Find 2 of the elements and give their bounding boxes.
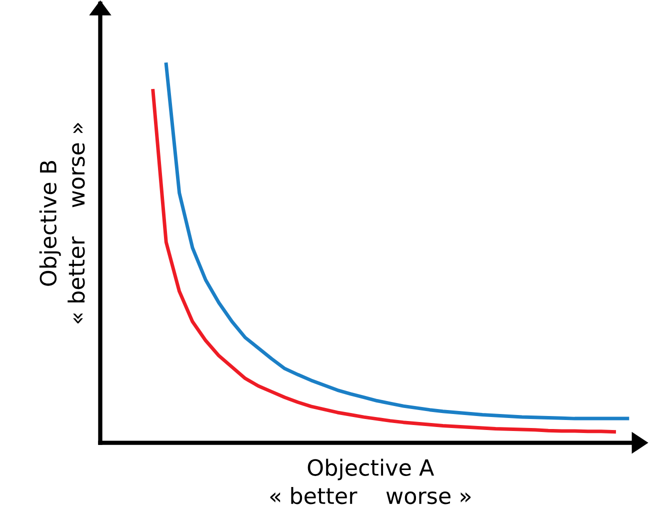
- y-axis-title: Objective B « better worse »: [39, 123, 85, 324]
- x-axis-title: Objective A « better worse »: [270, 458, 471, 504]
